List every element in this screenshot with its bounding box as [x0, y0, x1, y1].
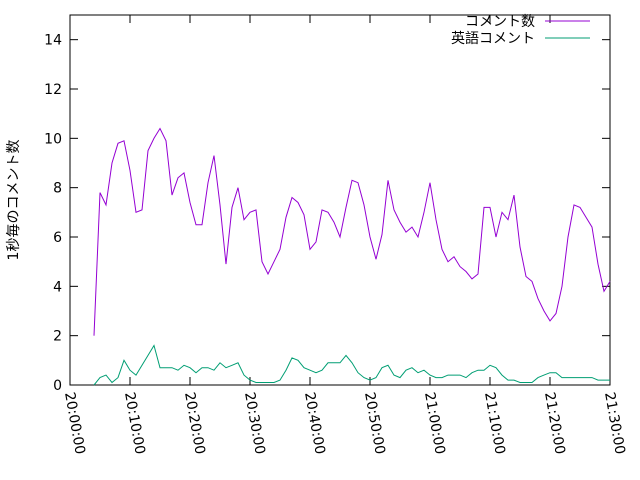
x-tick-label: 20:20:00	[181, 391, 208, 456]
x-tick-label: 21:30:00	[601, 391, 628, 456]
legend-label-0: コメント数	[465, 14, 535, 30]
y-tick-label: 0	[53, 378, 62, 394]
series-line-1	[93, 344, 610, 386]
y-tick-label: 6	[53, 230, 62, 246]
x-tick-label: 20:30:00	[241, 391, 268, 456]
y-tick-label: 12	[44, 82, 62, 98]
legend-label-1: 英語コメント	[451, 30, 535, 47]
y-tick-label: 4	[53, 279, 62, 295]
y-tick-label: 14	[44, 33, 62, 49]
x-tick-label: 20:10:00	[121, 391, 148, 456]
x-tick-label: 20:50:00	[361, 391, 388, 456]
series-line-0	[93, 127, 611, 336]
y-axis-label: 1秒毎のコメント数	[6, 140, 22, 261]
x-tick-label: 20:00:00	[61, 391, 88, 456]
y-axis-ticks: 0 2 4 6 8 10 12 14	[44, 33, 610, 394]
y-tick-label: 2	[53, 329, 62, 345]
x-tick-label: 21:00:00	[421, 391, 448, 456]
x-axis-ticks: 20:00:00 20:10:00 20:20:00 20:30:00 20:40:00…	[61, 15, 628, 456]
y-tick-label: 8	[53, 181, 62, 197]
x-tick-label: 21:10:00	[481, 391, 508, 456]
plot-frame	[69, 14, 611, 386]
x-tick-label: 20:40:00	[301, 391, 328, 456]
y-tick-label: 10	[44, 131, 62, 147]
series-group	[93, 127, 611, 386]
x-tick-label: 21:20:00	[541, 391, 568, 456]
